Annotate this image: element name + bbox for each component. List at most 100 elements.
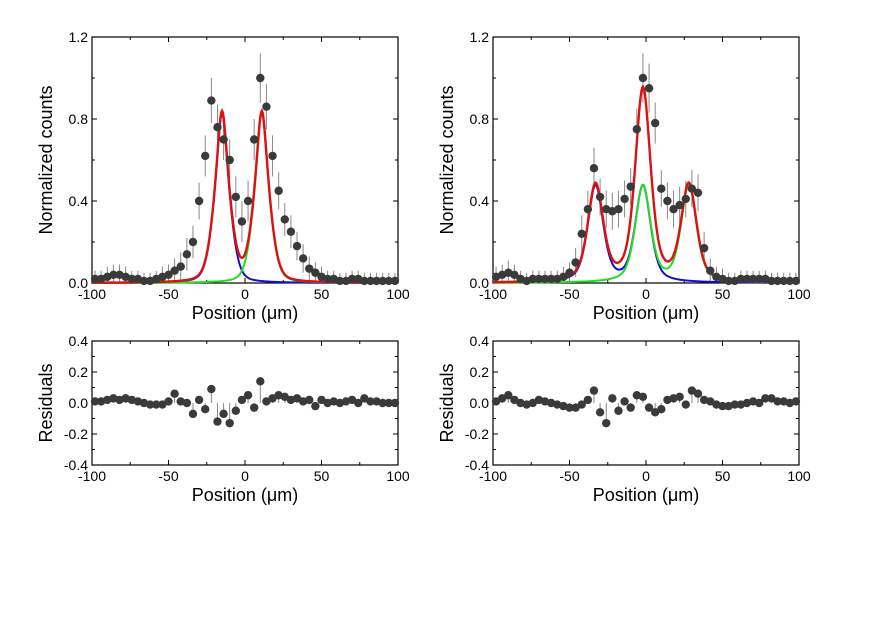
- y-tick-label: 0.0: [470, 275, 490, 291]
- data-point: [528, 274, 537, 284]
- data-point: [231, 192, 241, 202]
- residual-point: [194, 395, 204, 405]
- residual-point: [583, 395, 593, 405]
- x-tick-label: -50: [559, 468, 579, 484]
- data-point: [693, 188, 703, 197]
- y-tick-label: 0.4: [470, 193, 490, 209]
- data-point: [262, 102, 271, 111]
- data-point: [638, 73, 648, 83]
- residual-point: [644, 403, 654, 412]
- x-tick-label: 100: [787, 286, 811, 302]
- data-point: [791, 276, 801, 286]
- y-tick-label: -0.4: [465, 457, 489, 473]
- data-point: [755, 274, 764, 284]
- plot-frame: [91, 36, 399, 284]
- residual-point: [145, 400, 155, 409]
- y-tick-label: 1.2: [470, 29, 490, 45]
- residual-point: [773, 397, 782, 406]
- data-point: [589, 164, 599, 173]
- residual-point: [589, 386, 599, 395]
- data-point: [687, 184, 697, 193]
- y-tick-label: 0.4: [470, 333, 490, 349]
- data-point: [614, 205, 623, 214]
- residual-point: [638, 392, 648, 401]
- residual-point: [390, 398, 400, 408]
- data-point: [681, 194, 690, 204]
- y-tick-label: 0.0: [69, 275, 89, 291]
- y-axis-label: Residuals: [437, 363, 457, 442]
- data-point: [274, 186, 283, 195]
- data-point: [127, 274, 136, 284]
- x-tick-label: -100: [78, 468, 106, 484]
- residual-point: [188, 409, 198, 419]
- x-tick-label: 50: [715, 286, 731, 302]
- residual-point: [237, 395, 247, 405]
- y-tick-label: -0.2: [64, 426, 88, 442]
- x-tick-label: -100: [78, 286, 106, 302]
- residual-point: [657, 405, 666, 414]
- data-point: [323, 274, 332, 284]
- data-point: [736, 274, 746, 284]
- y-tick-label: 0.0: [470, 395, 490, 411]
- residual-point: [626, 403, 635, 412]
- residual-point: [182, 398, 192, 408]
- residual-point: [504, 391, 513, 400]
- bottom-left-residuals-plot: -100 -50 0 50 100 -0.4 -0.2 0.0 0.2 0.4 Position (…: [36, 333, 410, 505]
- data-point: [335, 276, 345, 286]
- y-tick-label: -0.2: [465, 426, 489, 442]
- residual-point: [565, 403, 574, 412]
- data-point: [213, 123, 222, 132]
- data-point: [292, 241, 302, 251]
- residual-point: [152, 400, 161, 409]
- y-axis-label: Normalized counts: [36, 85, 56, 234]
- data-point: [384, 276, 394, 286]
- data-point: [742, 274, 752, 284]
- data-point: [620, 194, 629, 204]
- residual-point: [577, 400, 586, 409]
- x-tick-label: 100: [386, 468, 410, 484]
- residual-point: [614, 406, 623, 415]
- data-point: [347, 274, 357, 284]
- residual-point: [761, 394, 770, 403]
- residual-point: [164, 397, 173, 406]
- residual-point: [311, 401, 320, 411]
- residual-point: [249, 403, 259, 412]
- data-point: [268, 151, 277, 161]
- data-point: [249, 135, 259, 144]
- data-point: [534, 274, 544, 284]
- data-point: [565, 268, 574, 277]
- residual-point: [201, 405, 210, 414]
- y-tick-label: 0.8: [470, 111, 490, 127]
- residual-point: [354, 398, 363, 408]
- data-point: [626, 182, 635, 191]
- x-tick-label: 0: [642, 286, 650, 302]
- data-point: [657, 184, 666, 193]
- blue-fit-curve: [492, 183, 800, 284]
- data-point: [706, 266, 715, 275]
- y-tick-label: 0.0: [69, 395, 89, 411]
- x-tick-label: 0: [642, 468, 650, 484]
- x-axis-label: Position (μm): [192, 485, 298, 505]
- x-tick-label: -50: [559, 286, 579, 302]
- data-point: [785, 276, 795, 286]
- data-point: [360, 276, 369, 286]
- top-right-plot: -100 -50 0 50 100 0.0 0.4 0.8 1.2 Position (μm) No…: [437, 29, 811, 323]
- x-tick-label: -100: [479, 286, 507, 302]
- data-point: [298, 254, 308, 263]
- data-point: [256, 73, 265, 83]
- y-tick-label: 0.4: [69, 193, 89, 209]
- residual-point: [366, 397, 375, 406]
- data-point: [225, 155, 234, 165]
- data-point: [724, 276, 733, 286]
- residual-point: [602, 418, 611, 428]
- data-point: [571, 258, 580, 267]
- data-point: [378, 276, 387, 286]
- residual-point: [207, 384, 216, 394]
- residual-point: [378, 398, 387, 408]
- data-point: [243, 196, 253, 206]
- x-tick-label: 50: [314, 468, 330, 484]
- data-point: [366, 276, 375, 286]
- data-point: [675, 200, 684, 210]
- residual-point: [675, 392, 684, 401]
- data-point: [182, 250, 192, 259]
